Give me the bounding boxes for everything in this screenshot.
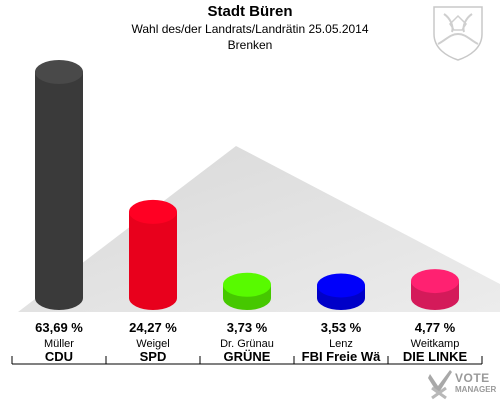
candidate-label: Lenz [329,338,353,350]
logo-text-manager: MANAGER [455,385,497,394]
category-label: DIE LINKE [402,349,468,364]
value-label: 3,53 % [320,320,362,335]
candidate-label: Weitkamp [410,338,460,350]
bar-3 [223,272,271,310]
value-label: 4,77 % [414,320,456,335]
category-label: SPD [139,349,167,364]
value-label: 3,73 % [226,320,268,335]
candidate-label: Müller [44,338,74,350]
logo-text-vote: VOTE [455,371,490,385]
bar-2 [129,199,177,310]
vote-manager-logo-icon [428,370,452,400]
category-label: CDU [44,349,74,364]
chart-title: Stadt Büren [207,3,293,20]
category-label: FBI Freie Wä [301,349,381,364]
chart-subtitle: Wahl des/der Landrats/Landrätin 25.05.20… [131,22,369,36]
bar-1 [35,60,83,310]
value-label: 63,69 % [35,320,83,335]
location-label: Brenken [227,38,273,52]
bar-5 [411,269,459,310]
category-label: GRÜNE [223,349,271,364]
candidate-label: Weigel [136,338,170,350]
bar-4 [317,273,365,310]
value-label: 24,27 % [129,320,177,335]
coat-of-arms-icon [433,6,483,61]
candidate-label: Dr. Grünau [220,338,274,350]
